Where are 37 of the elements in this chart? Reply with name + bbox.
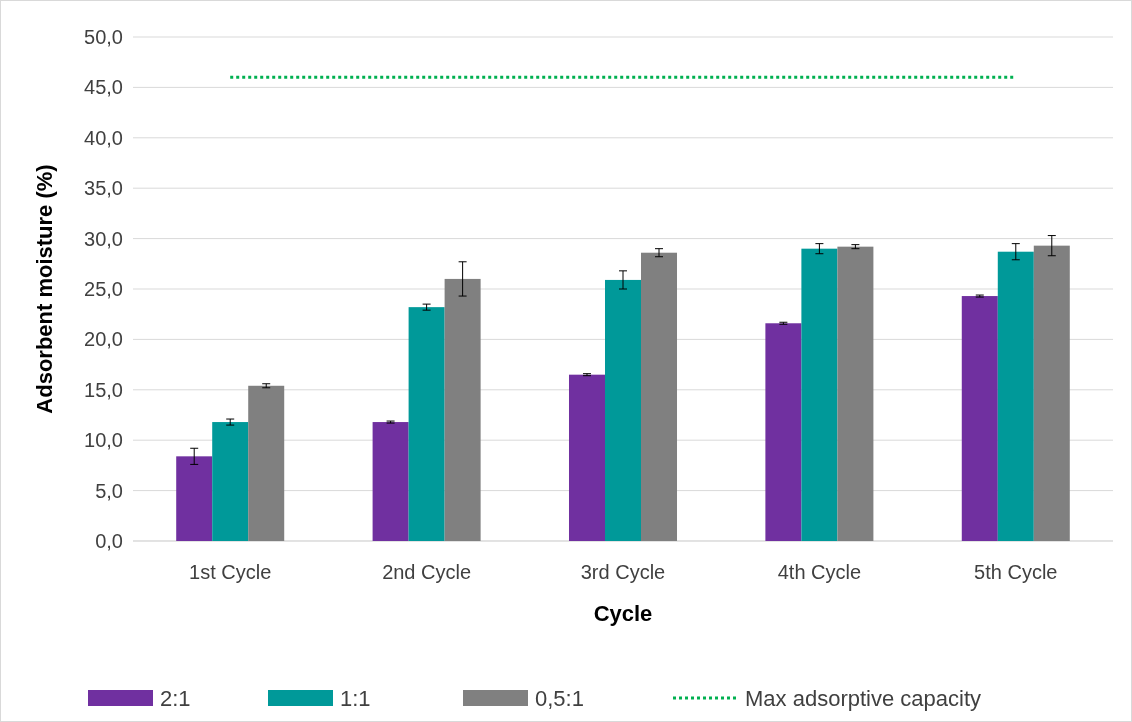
y-tick-label: 15,0 — [84, 378, 123, 401]
legend-label: 2:1 — [160, 685, 191, 711]
bar — [801, 248, 838, 541]
x-axis-title: Cycle — [593, 601, 653, 626]
bar — [1033, 245, 1070, 541]
bar — [961, 296, 998, 541]
y-axis-title: Adsorbent moisture (%) — [32, 164, 57, 414]
bar — [997, 251, 1034, 541]
y-tick-label: 50,0 — [84, 26, 123, 48]
bar — [176, 456, 213, 541]
y-tick-label: 30,0 — [84, 227, 123, 250]
y-tick-label: 40,0 — [84, 126, 123, 149]
y-tick-label: 45,0 — [84, 76, 123, 99]
y-tick-label: 10,0 — [84, 429, 123, 452]
y-tick-label: 25,0 — [84, 278, 123, 300]
y-tick-label: 20,0 — [84, 328, 123, 351]
y-tick-label: 5,0 — [95, 479, 123, 502]
legend-label: 0,5:1 — [535, 685, 584, 711]
bar — [605, 279, 641, 541]
legend-label: Max adsorptive capacity — [745, 685, 981, 711]
y-tick-label: 35,0 — [84, 177, 123, 200]
x-tick-label: 2nd Cycle — [382, 561, 472, 583]
x-tick-label: 1st Cycle — [189, 561, 272, 583]
bar — [248, 385, 285, 541]
x-tick-label: 5th Cycle — [974, 561, 1058, 583]
x-tick-label: 4th Cycle — [777, 561, 862, 583]
x-tick-label: 3rd Cycle — [580, 561, 666, 583]
bar — [372, 422, 409, 541]
bar — [641, 252, 678, 541]
bar — [212, 422, 249, 541]
legend-label: 1:1 — [340, 685, 371, 711]
bar — [837, 246, 874, 541]
bar — [765, 323, 802, 541]
bar — [568, 374, 605, 541]
bar — [408, 307, 445, 541]
y-tick-label: 0,0 — [95, 530, 123, 552]
bar — [444, 278, 481, 541]
